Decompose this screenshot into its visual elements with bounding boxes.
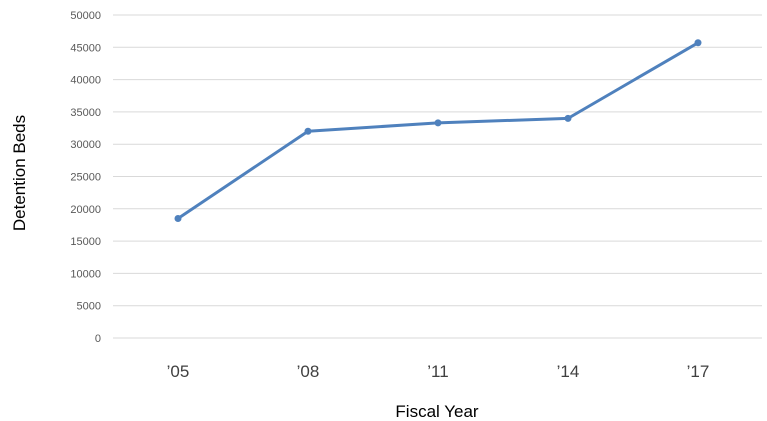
data-point xyxy=(304,127,312,135)
y-tick-label: 25000 xyxy=(70,172,101,184)
y-axis-title: Detention Beds xyxy=(10,115,29,231)
y-tick-label: 0 xyxy=(95,333,101,345)
y-tick-label: 35000 xyxy=(70,107,101,119)
series-line xyxy=(176,41,700,220)
data-point xyxy=(174,214,182,222)
y-tick-label: 20000 xyxy=(70,204,101,216)
y-tick-label: 40000 xyxy=(70,75,101,87)
data-point xyxy=(434,119,442,127)
x-axis-title: Fiscal Year xyxy=(395,402,478,421)
x-tick-label: ’11 xyxy=(427,362,448,381)
y-tick-label: 5000 xyxy=(77,301,101,313)
y-axis-ticks: 0 5000 10000 15000 20000 25000 30000 35000 40000… xyxy=(70,10,101,345)
gridlines xyxy=(113,14,762,339)
y-tick-label: 50000 xyxy=(70,10,101,22)
x-tick-label: ’08 xyxy=(297,362,320,381)
y-tick-label: 10000 xyxy=(70,268,101,280)
y-tick-label: 45000 xyxy=(70,42,101,54)
series-layer xyxy=(174,39,702,222)
data-point xyxy=(694,39,702,47)
y-tick-label: 30000 xyxy=(70,139,101,151)
x-tick-label: ’14 xyxy=(557,362,580,381)
y-tick-label: 15000 xyxy=(70,236,101,248)
x-tick-label: ’17 xyxy=(687,362,710,381)
x-tick-label: ’05 xyxy=(167,362,190,381)
data-point xyxy=(564,114,572,122)
x-axis-ticks: ’05 ’08 ’11 ’14 ’17 xyxy=(167,362,710,381)
